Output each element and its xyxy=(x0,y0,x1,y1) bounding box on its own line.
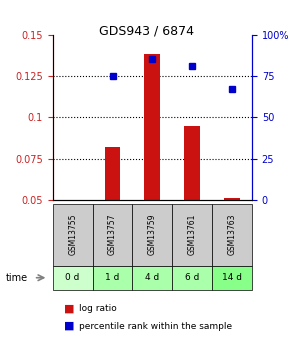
Text: 4 d: 4 d xyxy=(145,273,159,282)
Text: GSM13759: GSM13759 xyxy=(148,214,157,255)
Text: GDS943 / 6874: GDS943 / 6874 xyxy=(99,24,194,37)
Text: 6 d: 6 d xyxy=(185,273,200,282)
Text: log ratio: log ratio xyxy=(79,304,117,313)
Text: GSM13755: GSM13755 xyxy=(68,214,77,255)
Text: 1 d: 1 d xyxy=(105,273,120,282)
Text: GSM13763: GSM13763 xyxy=(228,214,236,255)
Text: GSM13757: GSM13757 xyxy=(108,214,117,255)
Bar xyxy=(105,147,120,200)
Text: ■: ■ xyxy=(64,321,75,331)
Text: 14 d: 14 d xyxy=(222,273,242,282)
Bar xyxy=(144,55,160,200)
Text: GSM13761: GSM13761 xyxy=(188,214,197,255)
Bar xyxy=(184,126,200,200)
Text: time: time xyxy=(6,273,28,283)
Text: ■: ■ xyxy=(64,304,75,314)
Text: 0 d: 0 d xyxy=(65,273,80,282)
Bar xyxy=(224,198,240,200)
Text: percentile rank within the sample: percentile rank within the sample xyxy=(79,322,232,331)
